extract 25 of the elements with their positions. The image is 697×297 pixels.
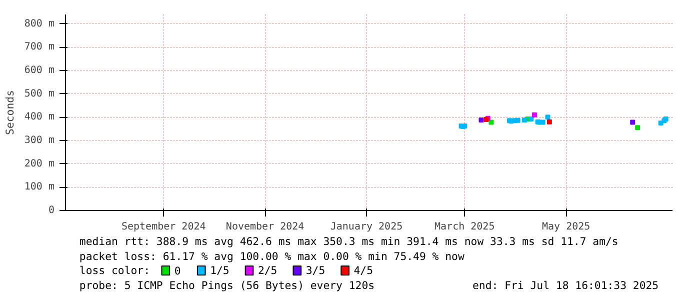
- y-tick-label: 700 m: [24, 42, 55, 53]
- legend-label: 0: [174, 264, 181, 278]
- legend-label: 1/5: [210, 264, 230, 277]
- y-tick-label: 200 m: [24, 158, 55, 170]
- legend-label: 3/5: [306, 264, 326, 277]
- y-tick-label: 600 m: [24, 65, 55, 76]
- x-tick-label: September 2024: [121, 222, 206, 232]
- y-tick-label: 800 m: [24, 18, 55, 30]
- y-axis-title: Seconds: [3, 90, 16, 135]
- legend-title: loss color:: [79, 264, 150, 277]
- x-tick-label: November 2024: [226, 222, 304, 232]
- x-tick-label: January 2025: [330, 222, 403, 232]
- y-tick-label: 0: [48, 205, 55, 216]
- text: packet loss: 61.17 % avg 100.00 % max 0.00 % min 75.49 % now: [79, 250, 465, 263]
- y-tick-label: 400 m: [24, 112, 55, 123]
- y-tick-label: 300 m: [24, 135, 55, 146]
- text: probe: 5 ICMP Echo Pings (56 Bytes) every 120s: [79, 279, 375, 292]
- x-tick-label: May 2025: [542, 222, 590, 232]
- y-tick-label: 500 m: [24, 88, 55, 100]
- legend-label: 4/5: [354, 264, 374, 277]
- legend-label: 2/5: [258, 264, 278, 277]
- x-tick-label: March 2025: [434, 222, 495, 232]
- text: median rtt: 388.9 ms avg 462.6 ms max 350.3 ms min 391.4 ms now 33.3 ms sd 11.7 am/s: [79, 235, 618, 248]
- y-tick-label: 100 m: [24, 182, 55, 193]
- text: end: Fri Jul 18 16:01:33 2025: [472, 279, 659, 292]
